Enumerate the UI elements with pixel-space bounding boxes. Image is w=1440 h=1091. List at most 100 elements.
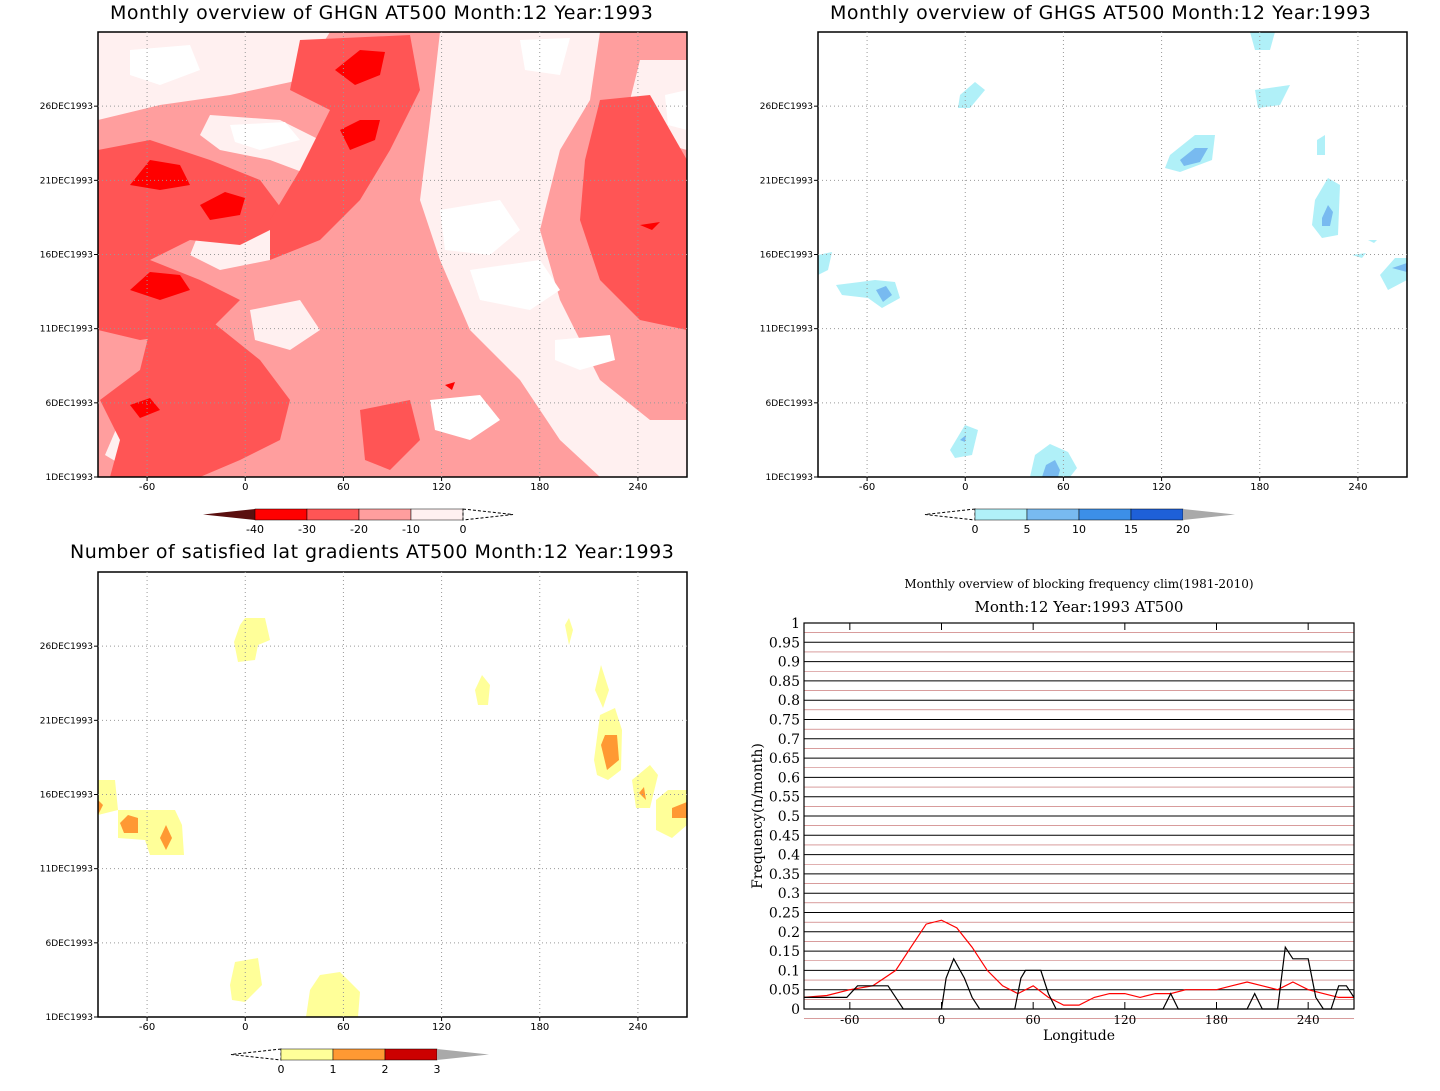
series-line (804, 945, 1355, 1010)
colorbar-label: 0 (460, 523, 467, 536)
y-tick-label: 0.65 (769, 751, 800, 767)
y-tick-label: 0.05 (769, 983, 800, 999)
x-tick-label: -60 (139, 482, 155, 493)
x-tick-label: 0 (938, 1013, 946, 1027)
y-axis-label: Frequency(n/month) (750, 743, 766, 889)
y-tick-label: 21DEC1993 (40, 716, 93, 726)
colorbar-label: 1 (330, 1063, 337, 1076)
colorbar-segment (254, 508, 308, 521)
colorbar-lower-arrow (203, 509, 255, 520)
colorbar-label: 0 (972, 523, 979, 536)
y-tick-label: 0.3 (778, 886, 800, 902)
ghgs-title: Monthly overview of GHGS AT500 Month:12 … (830, 2, 1372, 24)
x-tick-label: 240 (1297, 1013, 1320, 1027)
y-tick-label: 0.7 (778, 732, 800, 748)
chart-subtitle: Month:12 Year:1993 AT500 (975, 598, 1184, 616)
chart-frame (803, 622, 1355, 1010)
colorbar-label: 3 (434, 1063, 441, 1076)
x-tick-label: 60 (337, 482, 350, 493)
y-tick-label: 0.8 (778, 693, 800, 709)
ghgs-map: 1DEC1993 6DEC1993 11DEC1993 16DEC1993 21DEC1… (760, 31, 1408, 536)
colorbar-upper-arrow (462, 508, 514, 521)
x-tick-label: 180 (530, 482, 549, 493)
colorbar-label: 0 (278, 1063, 285, 1076)
y-tick-label: 26DEC1993 (760, 102, 813, 112)
y-tick-label: 16DEC1993 (40, 791, 93, 801)
lat-gradients-x-axis: -60 0 60 120 180 240 (139, 1017, 647, 1033)
x-tick-label: 120 (432, 482, 451, 493)
colorbar-label: -20 (350, 523, 368, 536)
colorbar-label: 15 (1124, 523, 1138, 536)
ghgn-map: 1DEC1993 6DEC1993 11DEC1993 16DEC1993 21DEC1… (40, 31, 688, 536)
y-tick-label: 0.95 (769, 635, 800, 651)
colorbar-segment (332, 1048, 386, 1061)
colorbar-label: -30 (298, 523, 316, 536)
chart-y-axis: 0 0.05 0.1 0.15 0.2 0.25 0.3 0.35 0.4 0.45 0.5 0.55… (769, 616, 800, 1018)
chart-series (803, 919, 1355, 1010)
y-tick-label: 16DEC1993 (760, 251, 813, 261)
y-tick-label: 1DEC1993 (45, 473, 93, 483)
x-tick-label: 180 (1250, 482, 1269, 493)
ghgs-colorbar: 0 5 10 15 20 (924, 508, 1235, 536)
colorbar-upper-arrow (1183, 509, 1235, 520)
y-tick-label: 0.9 (778, 655, 800, 671)
y-tick-label: 0.35 (769, 867, 800, 883)
y-tick-label: 21DEC1993 (40, 176, 93, 186)
colorbar-label: -10 (402, 523, 420, 536)
y-tick-label: 6DEC1993 (765, 399, 813, 409)
y-tick-label: 0.15 (769, 944, 800, 960)
colorbar-label: -40 (246, 523, 264, 536)
lat-gradients-y-axis: 1DEC1993 6DEC1993 11DEC1993 16DEC1993 21DEC1… (40, 642, 98, 1023)
y-tick-label: 0.45 (769, 828, 800, 844)
y-tick-label: 1 (791, 616, 800, 632)
x-tick-label: 180 (1205, 1013, 1228, 1027)
colorbar-segment (410, 508, 464, 521)
y-tick-label: 0.1 (778, 963, 800, 979)
y-tick-label: 0 (791, 1002, 800, 1018)
colorbar-segment (280, 1048, 334, 1061)
x-tick-label: -60 (859, 482, 875, 493)
colorbar-segment (384, 1048, 438, 1061)
colorbar-segment (1130, 508, 1184, 521)
y-tick-label: 26DEC1993 (40, 642, 93, 652)
y-tick-label: 0.6 (778, 770, 800, 786)
ghgs-x-axis: -60 0 60 120 180 240 (859, 477, 1367, 493)
y-tick-label: 6DEC1993 (45, 399, 93, 409)
x-tick-label: -60 (840, 1013, 859, 1027)
x-tick-label: 0 (242, 1022, 248, 1033)
y-tick-label: 0.85 (769, 674, 800, 690)
y-tick-label: 1DEC1993 (45, 1013, 93, 1023)
ghgs-y-axis: 1DEC1993 6DEC1993 11DEC1993 16DEC1993 21DEC1… (760, 102, 818, 483)
colorbar-segment (1078, 508, 1132, 521)
x-tick-label: 60 (337, 1022, 350, 1033)
x-tick-label: 60 (1026, 1013, 1041, 1027)
chart-gridlines (804, 622, 1354, 1019)
y-tick-label: 0.55 (769, 790, 800, 806)
y-tick-label: 11DEC1993 (40, 865, 93, 875)
x-axis-label: Longitude (1043, 1028, 1115, 1044)
x-tick-label: 240 (628, 482, 647, 493)
y-tick-label: 21DEC1993 (760, 176, 813, 186)
y-tick-label: 26DEC1993 (40, 102, 93, 112)
x-tick-label: 0 (962, 482, 968, 493)
x-tick-label: 240 (628, 1022, 647, 1033)
colorbar-segment (974, 508, 1028, 521)
ghgn-title: Monthly overview of GHGN AT500 Month:12 … (110, 2, 654, 24)
colorbar-label: 5 (1024, 523, 1031, 536)
y-tick-label: 0.2 (778, 925, 800, 941)
chart-title: Monthly overview of blocking frequency c… (904, 577, 1253, 591)
colorbar-segment (358, 508, 412, 521)
ghgn-y-axis: 1DEC1993 6DEC1993 11DEC1993 16DEC1993 21DEC1… (40, 102, 98, 483)
colorbar-label: 10 (1072, 523, 1086, 536)
y-tick-label: 0.25 (769, 906, 800, 922)
ghgn-x-axis: -60 0 60 120 180 240 (139, 477, 647, 493)
y-tick-label: 0.5 (778, 809, 800, 825)
x-tick-label: -60 (139, 1022, 155, 1033)
y-tick-label: 1DEC1993 (765, 473, 813, 483)
y-tick-label: 16DEC1993 (40, 251, 93, 261)
ghgn-colorbar: -40 -30 -20 -10 0 (203, 508, 514, 536)
colorbar-lower-arrow (230, 1048, 282, 1061)
y-tick-label: 6DEC1993 (45, 939, 93, 949)
colorbar-segment (1026, 508, 1080, 521)
